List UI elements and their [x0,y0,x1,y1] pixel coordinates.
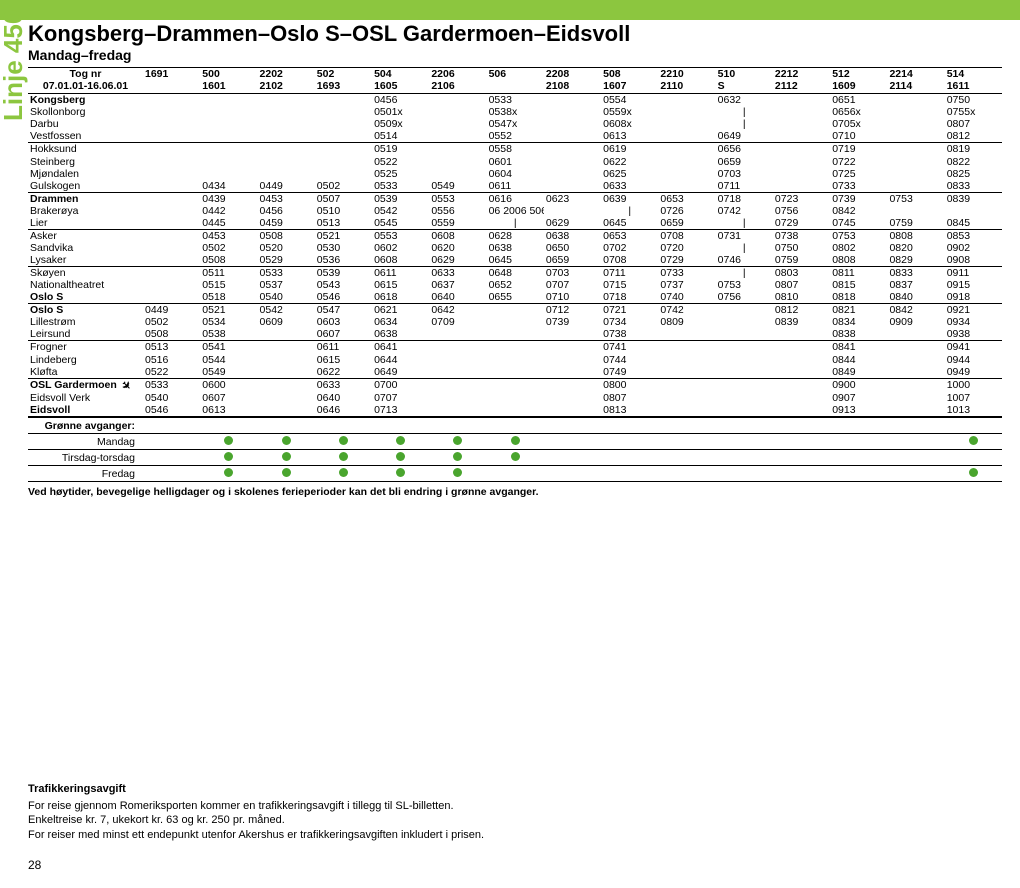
route-title: Kongsberg–Drammen–Oslo S–OSL Gardermoen–… [28,22,1002,45]
green-dot-icon [969,436,978,445]
station-name: Skollonborg [28,106,143,118]
station-name: Mjøndalen [28,168,143,180]
station-name: Darbu [28,118,143,130]
green-dot-icon [224,468,233,477]
green-dot-icon [339,452,348,461]
station-name: Vestfossen [28,130,143,143]
station-name: Drammen [28,192,143,205]
green-row-label: Mandag [28,434,143,450]
tognr-label: Tog nr [28,68,143,81]
green-dot-icon [453,452,462,461]
green-dot-icon [224,436,233,445]
station-name: Leirsund [28,328,143,341]
station-name: Skøyen [28,267,143,280]
station-name: Gulskogen [28,180,143,193]
station-name: Oslo S [28,291,143,304]
station-name: Steinberg [28,156,143,168]
station-name: Kongsberg [28,94,143,107]
station-name: Lillestrøm [28,316,143,328]
green-dot-icon [396,452,405,461]
station-name: Nationaltheatret [28,279,143,291]
station-name: Eidsvoll [28,404,143,417]
station-name: Frogner [28,341,143,354]
line-badge: Linje 450 [4,0,35,26]
station-name: Hokksund [28,143,143,156]
green-header: Grønne avganger: [28,418,143,434]
station-name: Asker [28,229,143,242]
green-dot-icon [339,436,348,445]
green-dot-icon [282,436,291,445]
green-dot-icon [282,468,291,477]
green-dot-icon [453,468,462,477]
page-number: 28 [28,858,41,872]
day-subtitle: Mandag–fredag [28,47,1002,63]
plane-icon: ✈ [118,378,133,392]
station-name: Lysaker [28,254,143,267]
green-dot-icon [396,436,405,445]
station-name: Kløfta [28,366,143,379]
green-footnote: Ved høytider, bevegelige helligdager og … [28,486,1002,498]
station-name: Lier [28,217,143,230]
station-name: Sandvika [28,242,143,254]
green-dot-icon [453,436,462,445]
timetable: Tog nr 169150022025025042206506220850822… [28,67,1002,417]
green-dot-icon [282,452,291,461]
accent-bar [0,0,1020,20]
green-dot-icon [339,468,348,477]
station-name: Lindeberg [28,354,143,366]
station-name: OSL Gardermoen✈ [28,378,143,392]
traffic-title: Trafikkeringsavgift [28,783,978,795]
green-dot-icon [511,452,520,461]
station-name: Brakerøya [28,205,143,217]
station-name: Eidsvoll Verk [28,392,143,404]
station-name: Oslo S [28,304,143,317]
green-dot-icon [224,452,233,461]
green-row-label: Tirsdag-torsdag [28,450,143,466]
green-departures: Grønne avganger: MandagTirsdag-torsdagFr… [28,417,1002,482]
green-row-label: Fredag [28,466,143,482]
date-range: 07.01.01-16.06.01 [28,80,143,94]
green-dot-icon [969,468,978,477]
traffic-fee-block: Trafikkeringsavgift For reise gjennom Ro… [28,783,978,842]
green-dot-icon [396,468,405,477]
green-dot-icon [511,436,520,445]
